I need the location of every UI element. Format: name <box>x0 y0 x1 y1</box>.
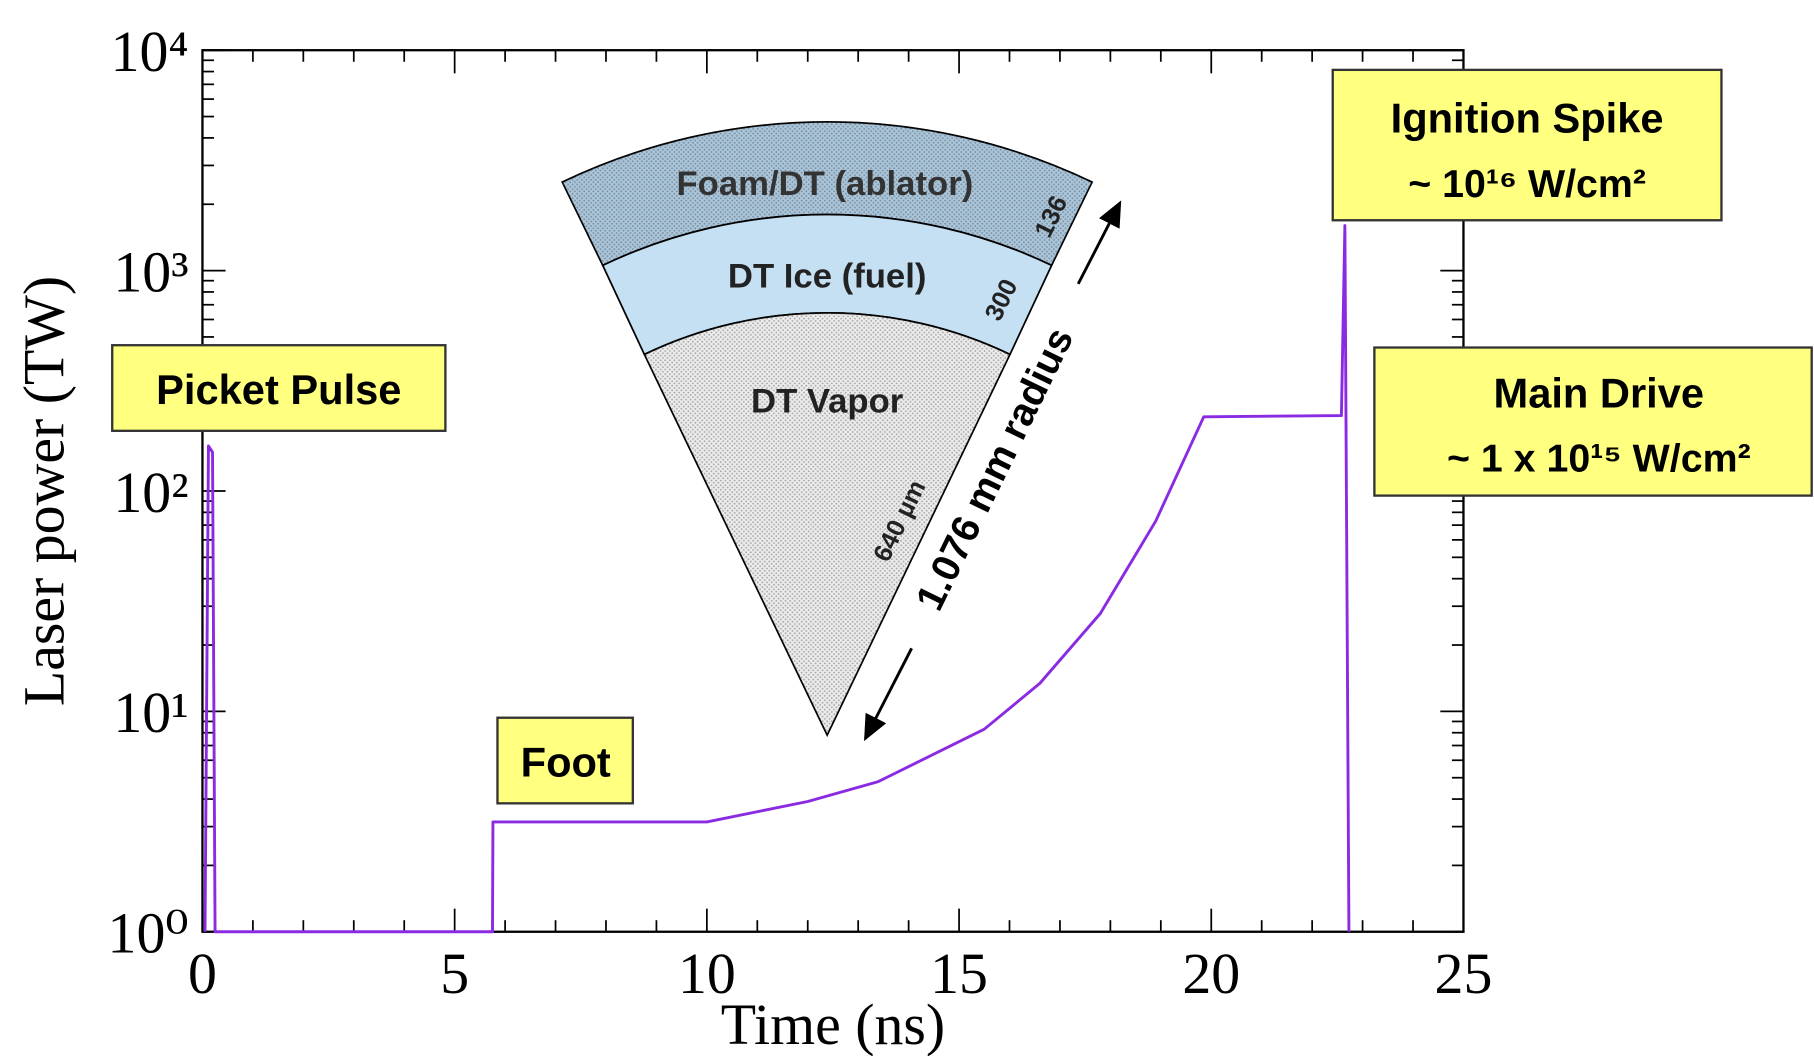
annotation-box <box>111 344 447 432</box>
radius-arrow <box>1076 200 1122 285</box>
annotation-text: ~ 1 x 10¹⁵ W/cm² <box>1447 436 1751 480</box>
y-tick-label: 10² <box>113 460 188 525</box>
data-line <box>203 224 1351 934</box>
x-tick-label: 5 <box>440 941 469 1006</box>
annotation-text: Ignition Spike <box>1391 94 1664 141</box>
annotation-text: ~ 10¹⁶ W/cm² <box>1408 162 1646 206</box>
y-axis-label: Laser power (TW) <box>12 276 77 706</box>
y-tick-label: 10¹ <box>113 680 188 745</box>
annotation-box <box>1331 68 1723 222</box>
x-tick-label: 20 <box>1182 941 1240 1006</box>
x-tick-label: 25 <box>1435 941 1493 1006</box>
y-tick-label: 10⁰ <box>108 901 189 966</box>
x-tick-label: 10 <box>678 941 736 1006</box>
target-diagram: Foam/DT (ablator) DT Ice (fuel) DT Vapor… <box>561 121 1122 742</box>
x-axis-label: Time (ns) <box>721 992 945 1056</box>
y-tick-label: 10³ <box>113 239 188 304</box>
annotation-text: Foot <box>521 739 611 786</box>
annotation: Picket Pulse <box>111 344 447 432</box>
x-tick-label: 0 <box>188 941 217 1006</box>
x-tick-label: 15 <box>930 941 988 1006</box>
annotation: Main Drive ~ 1 x 10¹⁵ W/cm² <box>1373 346 1813 497</box>
layer-label: Foam/DT (ablator) <box>676 165 973 203</box>
annotation-text: Picket Pulse <box>156 366 401 413</box>
annotation-text: Main Drive <box>1494 370 1705 417</box>
annotation-box <box>496 716 634 805</box>
layer-label: DT Vapor <box>751 382 903 420</box>
annotation: Ignition Spike ~ 10¹⁶ W/cm² <box>1331 68 1723 222</box>
layer-label: DT Ice (fuel) <box>728 257 927 295</box>
y-tick-label: 10⁴ <box>111 19 189 84</box>
radius-arrow <box>864 647 913 742</box>
annotation: Foot <box>496 716 634 805</box>
annotation-box <box>1373 346 1813 497</box>
